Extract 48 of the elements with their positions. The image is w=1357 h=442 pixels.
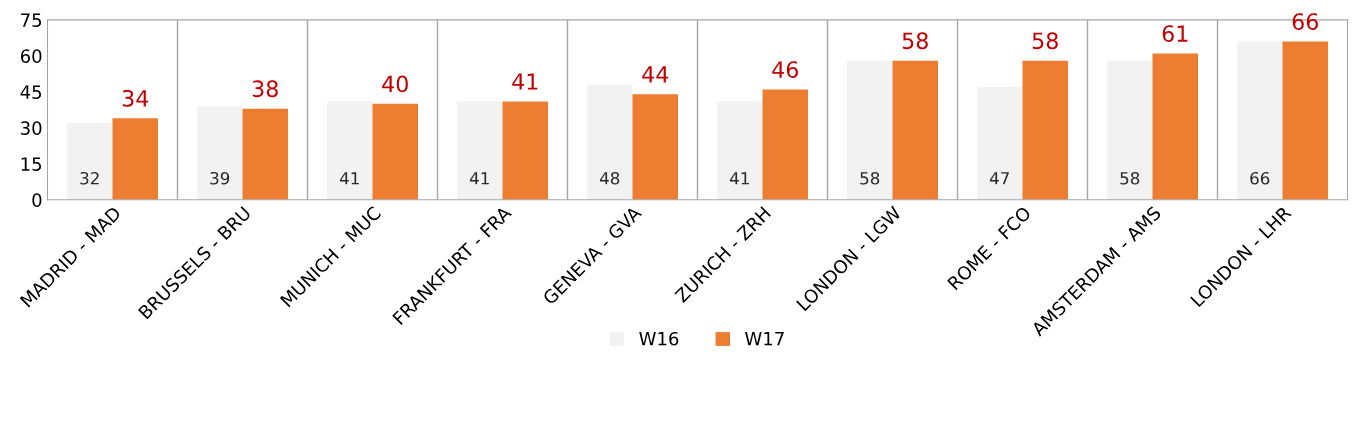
y-tick-label: 30 [21,121,42,135]
bar [762,89,808,200]
data-label: 61 [1162,25,1188,42]
bar [717,101,763,200]
data-label: 47 [989,172,1009,185]
y-tick-label: 45 [20,85,42,99]
data-label: 39 [210,171,230,185]
bar [587,84,633,200]
data-label: 58 [1032,32,1058,50]
bar [632,94,678,200]
bar [112,118,158,200]
data-label: 41 [729,172,749,185]
bar [1282,41,1328,200]
y-tick-label: 60 [20,49,42,63]
data-label: 44 [642,66,669,83]
data-label: 66 [1250,171,1270,185]
bar [242,108,288,200]
bar [67,123,113,200]
data-label: 58 [860,171,880,185]
bar [892,60,938,200]
data-label: 38 [252,80,278,98]
bar [1237,41,1283,200]
bar [502,101,548,200]
bar [327,101,373,200]
bar [1107,60,1153,200]
data-label: 58 [902,32,928,50]
data-label: 41 [339,172,359,185]
bar [1022,60,1068,200]
data-label: 40 [382,75,408,93]
data-label: 32 [80,171,99,185]
data-label: 66 [1292,13,1318,30]
y-tick-label: 75 [21,13,42,28]
data-label: 46 [772,61,798,78]
bar [372,103,418,200]
bar [847,60,893,200]
legend-label: W17 [745,332,784,346]
bar [457,101,503,200]
y-tick-label: 0 [32,193,42,207]
legend-label: W16 [639,331,679,346]
data-label: 48 [599,171,620,185]
bar [197,106,243,200]
data-label: 41 [469,172,489,185]
data-label: 41 [512,73,538,90]
data-label: 58 [1120,171,1140,185]
y-tick-label: 15 [21,157,42,171]
bar [1152,53,1198,200]
bar [977,87,1023,200]
data-label: 34 [122,89,149,107]
